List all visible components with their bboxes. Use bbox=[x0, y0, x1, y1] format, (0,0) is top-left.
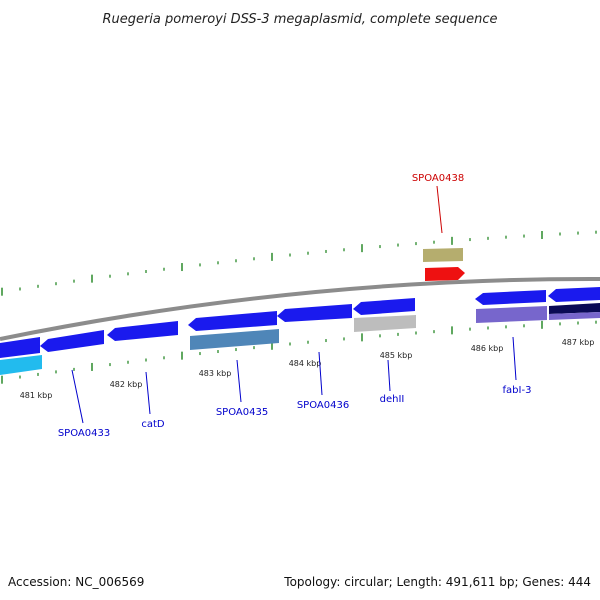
gene-label-spoa0436[interactable]: SPOA0436 bbox=[297, 400, 349, 411]
plasmid-backbone bbox=[0, 276, 600, 341]
gene-feature-olive[interactable] bbox=[423, 248, 463, 262]
kbp-label-487: 487 kbp bbox=[562, 338, 595, 347]
inner-tick-row bbox=[1, 320, 597, 384]
gene-catd[interactable] bbox=[107, 321, 178, 341]
leader-spoa0435 bbox=[236, 359, 242, 403]
kbp-label-485: 485 kbp bbox=[380, 351, 413, 360]
gene-feature-end[interactable] bbox=[548, 287, 600, 302]
gene-fabi-3[interactable] bbox=[475, 290, 546, 305]
outer-tick-row bbox=[1, 230, 597, 296]
accession-text: Accession: NC_006569 bbox=[8, 575, 144, 589]
gene-dehii[interactable] bbox=[353, 298, 415, 315]
kbp-label-486: 486 kbp bbox=[471, 344, 504, 353]
gene-spoa0438[interactable] bbox=[425, 267, 465, 281]
kbp-label-482: 482 kbp bbox=[110, 380, 143, 389]
summary-text: Topology: circular; Length: 491,611 bp; … bbox=[283, 575, 591, 589]
leader-dehii bbox=[387, 359, 391, 392]
gene-feature-purple[interactable] bbox=[476, 306, 547, 323]
kbp-label-483: 483 kbp bbox=[199, 369, 232, 378]
gene-feature-steel[interactable] bbox=[190, 329, 279, 350]
leader-catd bbox=[145, 371, 151, 415]
map-title: Ruegeria pomeroyi DSS-3 megaplasmid, com… bbox=[102, 12, 497, 27]
gene-label-catd[interactable]: catD bbox=[141, 419, 165, 430]
gene-spoa0436[interactable] bbox=[277, 304, 352, 322]
gene-label-spoa0438[interactable]: SPOA0438 bbox=[412, 173, 464, 184]
kbp-label-481: 481 kbp bbox=[20, 391, 53, 400]
leader-spoa0436 bbox=[318, 351, 323, 396]
gene-feature-purple-2[interactable] bbox=[549, 312, 600, 320]
gene-label-fabi-3[interactable]: fabI-3 bbox=[503, 385, 532, 396]
gene-label-spoa0435[interactable]: SPOA0435 bbox=[216, 407, 268, 418]
leader-spoa0433 bbox=[71, 369, 84, 424]
gene-feature-1[interactable] bbox=[0, 337, 40, 358]
gene-label-spoa0433[interactable]: SPOA0433 bbox=[58, 428, 110, 439]
gene-feature-cyan[interactable] bbox=[0, 355, 42, 375]
kbp-label-484: 484 kbp bbox=[289, 359, 322, 368]
gene-label-dehii[interactable]: dehII bbox=[380, 394, 405, 405]
leader-spoa0438 bbox=[436, 185, 443, 234]
gene-spoa0433[interactable] bbox=[40, 330, 104, 352]
gene-feature-navy[interactable] bbox=[549, 303, 600, 314]
leader-fabi-3 bbox=[512, 336, 517, 381]
gene-feature-gray[interactable] bbox=[354, 315, 416, 332]
gene-spoa0435[interactable] bbox=[188, 311, 277, 331]
